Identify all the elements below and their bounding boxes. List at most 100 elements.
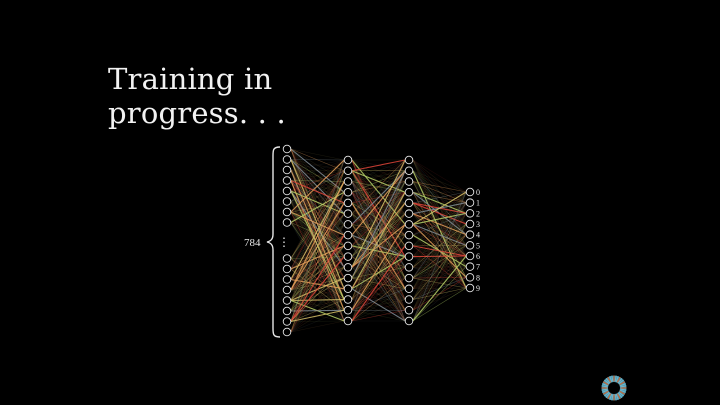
hidden1-neuron [343, 241, 353, 251]
network-edge [290, 201, 345, 268]
hidden1-neuron [343, 209, 353, 218]
network-edge [351, 245, 406, 279]
input-ellipsis: ⋮ [278, 235, 290, 249]
hidden1-neuron [343, 284, 353, 294]
network-edge [351, 159, 406, 257]
network-edge [412, 277, 467, 290]
network-edge [290, 169, 345, 182]
network-edge [351, 213, 406, 311]
network-edge [351, 267, 406, 290]
network-edge [290, 211, 345, 311]
network-edge [290, 170, 345, 192]
network-edge [351, 267, 406, 311]
network-edge [351, 224, 406, 322]
output-label: 3 [476, 220, 480, 229]
network-edge [290, 256, 345, 333]
network-edge [351, 159, 406, 279]
network-edge [290, 159, 345, 236]
network-edge [290, 191, 345, 202]
network-edge [290, 148, 345, 182]
network-edge [290, 213, 345, 333]
hidden2-neuron [404, 241, 414, 251]
network-edge [290, 222, 345, 322]
network-edge [351, 181, 406, 236]
network-edge [290, 159, 345, 259]
network-edge [290, 190, 345, 289]
network-edge [290, 180, 345, 247]
input-brace [266, 146, 281, 338]
network-edge [290, 245, 345, 280]
network-edge [351, 181, 406, 236]
hidden1-neuron [343, 187, 353, 197]
network-edge [290, 190, 345, 236]
network-edge [351, 202, 406, 300]
network-edge [290, 181, 345, 223]
output-neuron [465, 187, 475, 197]
network-edge [412, 191, 467, 268]
network-edge [290, 277, 345, 291]
network-edge [290, 211, 345, 289]
hidden2-neuron [404, 295, 414, 304]
network-edge [351, 170, 406, 268]
network-edge [412, 245, 467, 278]
network-edge [412, 234, 467, 247]
network-edge [290, 190, 345, 193]
network-neurons [282, 144, 475, 337]
network-edge [290, 224, 345, 333]
hidden1-neuron [343, 198, 353, 208]
network-edge [412, 234, 467, 300]
input-neuron [282, 207, 292, 217]
network-edge [412, 287, 467, 311]
network-edge [351, 191, 406, 225]
network-edge [351, 245, 406, 257]
network-edge [290, 267, 345, 322]
network-edge [290, 159, 345, 202]
network-edge [351, 299, 406, 311]
network-edge [412, 202, 467, 300]
network-edge [351, 299, 406, 322]
network-edge [351, 245, 406, 300]
network-edge [412, 245, 467, 247]
network-edge [351, 170, 406, 247]
hidden2-neuron [404, 284, 414, 294]
network-edge [412, 234, 467, 279]
network-edge [290, 181, 345, 259]
network-edge [351, 170, 406, 182]
network-edge [290, 170, 345, 312]
network-edge [290, 192, 345, 259]
network-edge [351, 181, 406, 193]
network-edge [412, 202, 467, 225]
network-edge [290, 256, 345, 291]
network-edge [351, 159, 406, 225]
network-edge [412, 256, 467, 289]
network-edge [290, 245, 345, 301]
network-edge [412, 277, 467, 289]
network-edge [351, 213, 406, 247]
network-edge [290, 192, 345, 322]
network-edge [412, 159, 467, 193]
network-edge [351, 159, 406, 289]
network-edge [290, 201, 345, 236]
network-edge [351, 202, 406, 214]
network-edge [412, 181, 467, 214]
network-edge [290, 180, 345, 300]
network-edge [290, 159, 345, 322]
output-neuron [465, 262, 475, 271]
network-edge [412, 277, 467, 322]
output-neuron [465, 209, 475, 218]
network-edge [290, 267, 345, 333]
network-edge [351, 288, 406, 311]
network-edge [290, 234, 345, 333]
network-edge [290, 211, 345, 236]
network-edge [290, 148, 345, 247]
network-edge [412, 223, 467, 257]
network-edge [412, 287, 467, 322]
network-edge [290, 201, 345, 225]
output-neuron [465, 230, 475, 239]
network-edge [351, 224, 406, 289]
network-edge [412, 191, 467, 214]
network-edge [290, 213, 345, 291]
network-edge [290, 159, 345, 192]
network-edge [290, 170, 345, 213]
hidden2-neuron [404, 177, 414, 186]
